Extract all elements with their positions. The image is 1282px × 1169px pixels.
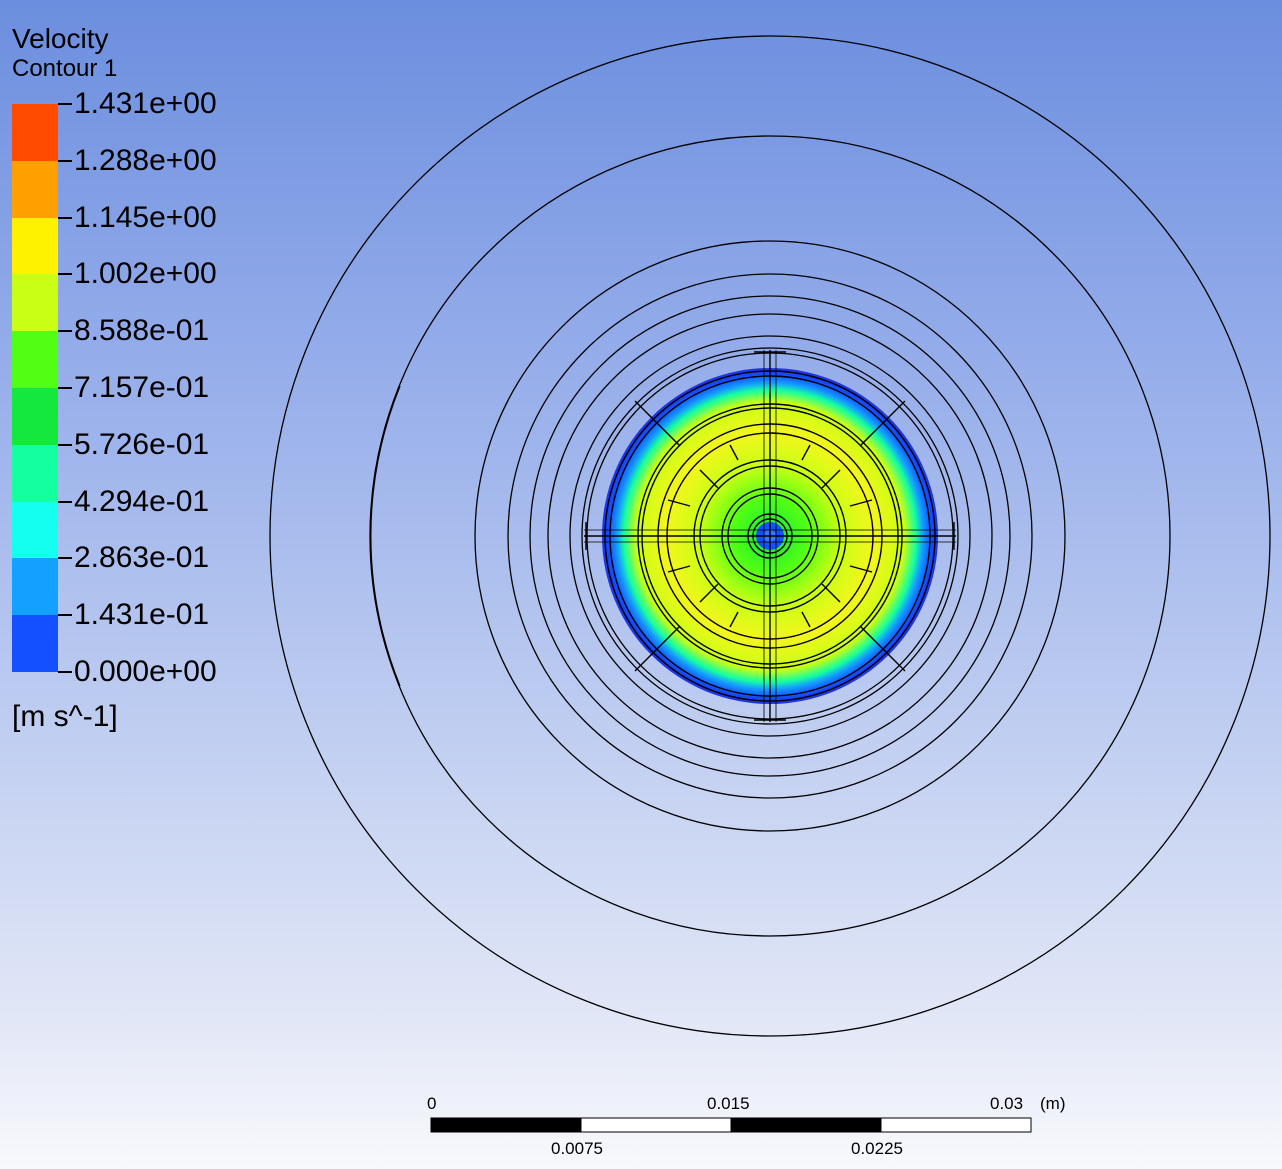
scale-segment-1 (430, 1117, 582, 1133)
scale-bar (430, 1117, 1032, 1133)
scale-label-00225: 0.0225 (851, 1139, 903, 1158)
legend-tick (58, 500, 72, 503)
legend-swatch (12, 444, 58, 502)
inner-casing-ring (369, 135, 1171, 937)
legend-tick (58, 159, 72, 162)
inner-geometry-lines (584, 350, 956, 722)
scale-label-0: 0 (427, 1094, 437, 1113)
legend-label: 1.431e-01 (74, 598, 210, 632)
legend-tick (58, 387, 72, 389)
chamber-ring-4 (547, 313, 993, 759)
legend-swatch (12, 274, 58, 332)
chamber-ring-5 (569, 335, 971, 737)
legend-swatch (12, 388, 58, 445)
legend-label: 1.002e+00 (74, 257, 217, 291)
scale-label-0015: 0.015 (707, 1094, 750, 1113)
color-legend-bar (12, 104, 58, 673)
chamber-ring-6 (581, 347, 959, 725)
legend-swatch (12, 501, 58, 559)
outer-casing-ring (269, 35, 1271, 1037)
legend-title: Velocity (12, 23, 109, 54)
scale-segment-2 (580, 1117, 732, 1133)
legend-label: 4.294e-01 (74, 484, 210, 518)
scale-segment-4 (880, 1117, 1032, 1133)
chamber-ring-1 (474, 240, 1066, 832)
legend-swatch (12, 104, 58, 161)
scale-unit-label: (m) (1040, 1094, 1066, 1113)
legend-swatch (12, 615, 58, 673)
legend-label: 2.863e-01 (74, 541, 210, 575)
scale-label-00075: 0.0075 (551, 1139, 603, 1158)
legend-label: 7.157e-01 (74, 371, 210, 404)
legend-label: 8.588e-01 (74, 314, 210, 348)
legend-unit: [m s^-1] (12, 700, 118, 733)
legend-tick (58, 443, 72, 446)
legend-tick (58, 216, 72, 219)
legend-label: 1.431e+00 (74, 87, 217, 120)
legend-swatch (12, 217, 58, 275)
legend-tick (58, 330, 72, 333)
legend-subtitle: Contour 1 (12, 55, 118, 82)
chamber-ring-2 (507, 273, 1033, 799)
legend-tick (58, 557, 72, 560)
legend-label: 1.288e+00 (74, 143, 217, 177)
legend-swatch (12, 331, 58, 389)
legend-swatch (12, 558, 58, 616)
legend-tick (58, 103, 72, 105)
legend-label: 0.000e+00 (74, 655, 217, 688)
legend-tick (58, 273, 72, 276)
scale-label-003: 0.03 (990, 1094, 1024, 1113)
scale-segment-3 (730, 1117, 882, 1133)
legend-tick (58, 614, 72, 617)
chamber-ring-3 (529, 295, 1011, 777)
legend-label: 1.145e+00 (74, 200, 217, 234)
legend-tick (58, 671, 72, 673)
legend-label: 5.726e-01 (74, 427, 210, 461)
inlet-arc (370, 385, 401, 687)
legend-swatch (12, 160, 58, 218)
